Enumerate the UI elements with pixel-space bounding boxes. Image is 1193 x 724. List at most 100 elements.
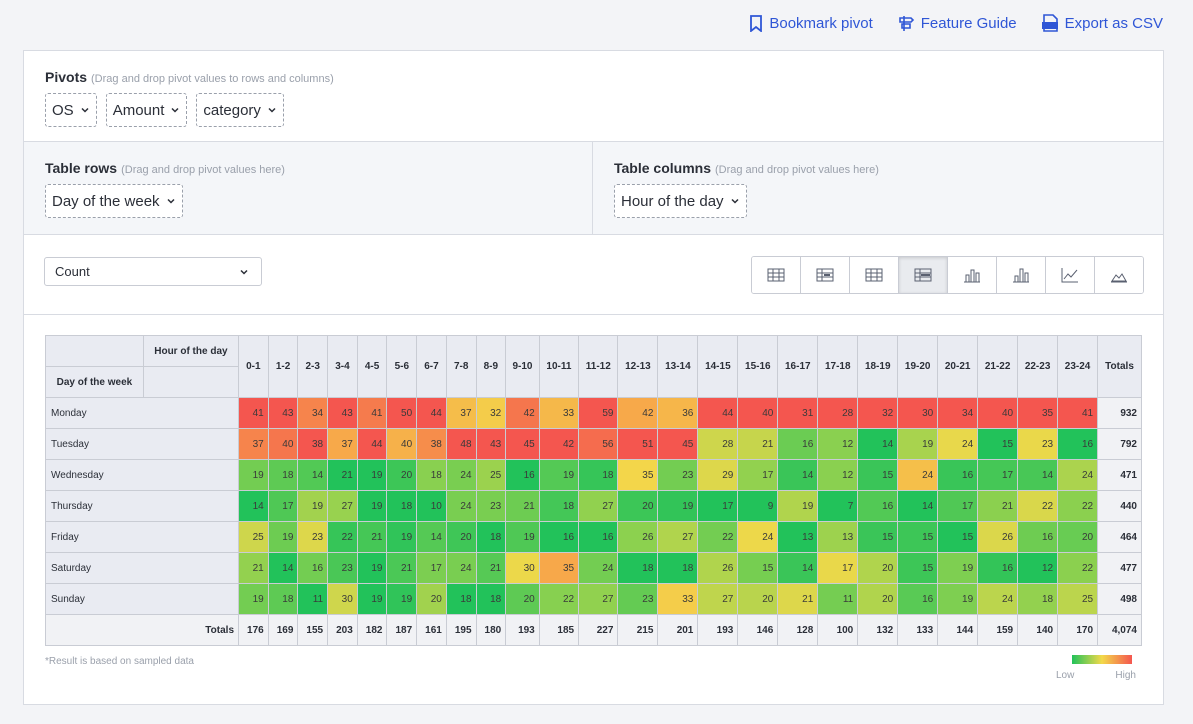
pivot-chip[interactable]: Day of the week xyxy=(45,184,183,218)
chevron xyxy=(81,107,89,113)
heat-cell: 15 xyxy=(937,521,979,553)
heat-cell: 18 xyxy=(386,490,418,522)
heat-cell: 24 xyxy=(977,583,1019,615)
data-row: Saturday 21 14 16 23 19 21 17 24 21 30 35 24 18 18 26 15… xyxy=(44,552,1142,584)
heat-cell: 15 xyxy=(897,552,939,584)
column-total: 185 xyxy=(538,614,580,646)
heat-cell: 27 xyxy=(657,521,699,553)
heat-cell: 23 xyxy=(297,521,329,553)
row-total: 471 xyxy=(1097,459,1142,491)
column-total: 140 xyxy=(1017,614,1059,646)
guide-link[interactable]: Feature Guide xyxy=(897,14,1017,32)
column-header: 5-6 xyxy=(386,335,418,398)
heat-cell: 30 xyxy=(327,583,358,615)
column-total: 169 xyxy=(267,614,299,646)
heat-cell: 19 xyxy=(505,521,540,553)
heat-cell: 23 xyxy=(657,459,699,491)
data-row: Sunday 19 18 11 30 19 19 20 18 18 20 22 27 23 33 27 20 21… xyxy=(44,583,1142,615)
heat-cell: 33 xyxy=(657,583,699,615)
view-table[interactable] xyxy=(752,257,801,293)
pivot-chip[interactable]: OS xyxy=(45,93,97,127)
heat-cell: 14 xyxy=(297,459,329,491)
heat-cell: 29 xyxy=(697,459,739,491)
row-label: Wednesday xyxy=(44,459,240,491)
column-header: 3-4 xyxy=(327,335,358,398)
heat-cell: 14 xyxy=(777,459,819,491)
heat-cell: 14 xyxy=(238,490,269,522)
view-table-bars[interactable] xyxy=(801,257,850,293)
heat-cell: 27 xyxy=(578,583,619,615)
table-rows-section: Table rows (Drag and drop pivot values he… xyxy=(24,142,593,234)
heat-cell: 34 xyxy=(937,397,979,429)
link-text: Export as CSV xyxy=(1064,14,1163,32)
heat-cell: 25 xyxy=(1057,583,1099,615)
select-value: Count xyxy=(55,264,90,279)
heat-cell: 18 xyxy=(1017,583,1059,615)
heat-cell: 20 xyxy=(505,583,540,615)
export-link[interactable]: Export as CSV xyxy=(1041,14,1163,32)
pivot-chip[interactable]: Hour of the day xyxy=(614,184,747,218)
column-total: 180 xyxy=(475,614,507,646)
section-hint: (Drag and drop pivot values here) xyxy=(714,164,879,176)
column-header: 9-10 xyxy=(505,335,540,398)
pivot-chip[interactable]: category xyxy=(196,93,284,127)
view-stacked-bar[interactable] xyxy=(948,257,997,293)
chevron xyxy=(240,269,248,275)
aggregation-select[interactable]: Count xyxy=(44,257,262,286)
heat-cell: 24 xyxy=(737,521,779,553)
chevron xyxy=(268,107,276,113)
chip-list: Day of the week xyxy=(45,184,592,218)
heat-cell: 22 xyxy=(1057,490,1099,522)
column-header: 1-2 xyxy=(267,335,299,398)
heat-cell: 18 xyxy=(475,583,507,615)
header-row: Hour of the day 0-1 1-2 2-3 3-4 4-5 5-6 6-7 7-8 8… xyxy=(45,335,1142,398)
toolbar: Bookmark pivot Feature Guide Export as C… xyxy=(749,14,1163,32)
section-title: Table columns xyxy=(614,160,711,176)
chevron xyxy=(171,107,179,113)
heat-cell: 15 xyxy=(977,428,1019,460)
heat-cell: 14 xyxy=(897,490,939,522)
view-heatmap[interactable] xyxy=(899,257,948,293)
chip-label: category xyxy=(203,101,261,119)
heat-cell: 18 xyxy=(267,583,299,615)
heat-cell: 21 xyxy=(737,428,779,460)
heat-cell: 26 xyxy=(697,552,739,584)
column-total: 100 xyxy=(817,614,859,646)
heat-cell: 11 xyxy=(817,583,859,615)
heat-cell: 33 xyxy=(538,397,580,429)
heat-cell: 24 xyxy=(445,552,477,584)
pivot-chip[interactable]: Amount xyxy=(105,93,188,127)
heat-cell: 15 xyxy=(897,521,939,553)
heat-cell: 16 xyxy=(578,521,619,553)
icon xyxy=(1061,268,1078,283)
heat-cell: 17 xyxy=(267,490,299,522)
row-total: 477 xyxy=(1097,552,1142,584)
view-bar[interactable] xyxy=(997,257,1046,293)
column-total: 144 xyxy=(937,614,979,646)
heat-cell: 44 xyxy=(416,397,447,429)
column-total: 159 xyxy=(977,614,1019,646)
view-area[interactable] xyxy=(1095,257,1143,293)
heat-cell: 10 xyxy=(416,490,447,522)
view-buttons xyxy=(751,256,1144,294)
heat-cell: 21 xyxy=(238,552,269,584)
heat-cell: 44 xyxy=(697,397,739,429)
bookmark-link[interactable]: Bookmark pivot xyxy=(749,14,873,32)
heat-cell: 40 xyxy=(737,397,779,429)
heat-cell: 32 xyxy=(857,397,899,429)
heat-cell: 45 xyxy=(657,428,699,460)
heat-cell: 16 xyxy=(1057,428,1099,460)
view-line[interactable] xyxy=(1046,257,1095,293)
csv-icon xyxy=(1041,14,1058,32)
heat-cell: 38 xyxy=(416,428,447,460)
view-heatmap-rows[interactable] xyxy=(850,257,899,293)
chevron-path xyxy=(731,198,739,204)
heat-cell: 19 xyxy=(897,428,939,460)
chevron-path xyxy=(268,107,276,113)
heat-cell: 51 xyxy=(617,428,659,460)
column-total: 146 xyxy=(737,614,779,646)
heat-cell: 21 xyxy=(977,490,1019,522)
heat-cell: 15 xyxy=(857,459,899,491)
heat-cell: 17 xyxy=(817,552,859,584)
